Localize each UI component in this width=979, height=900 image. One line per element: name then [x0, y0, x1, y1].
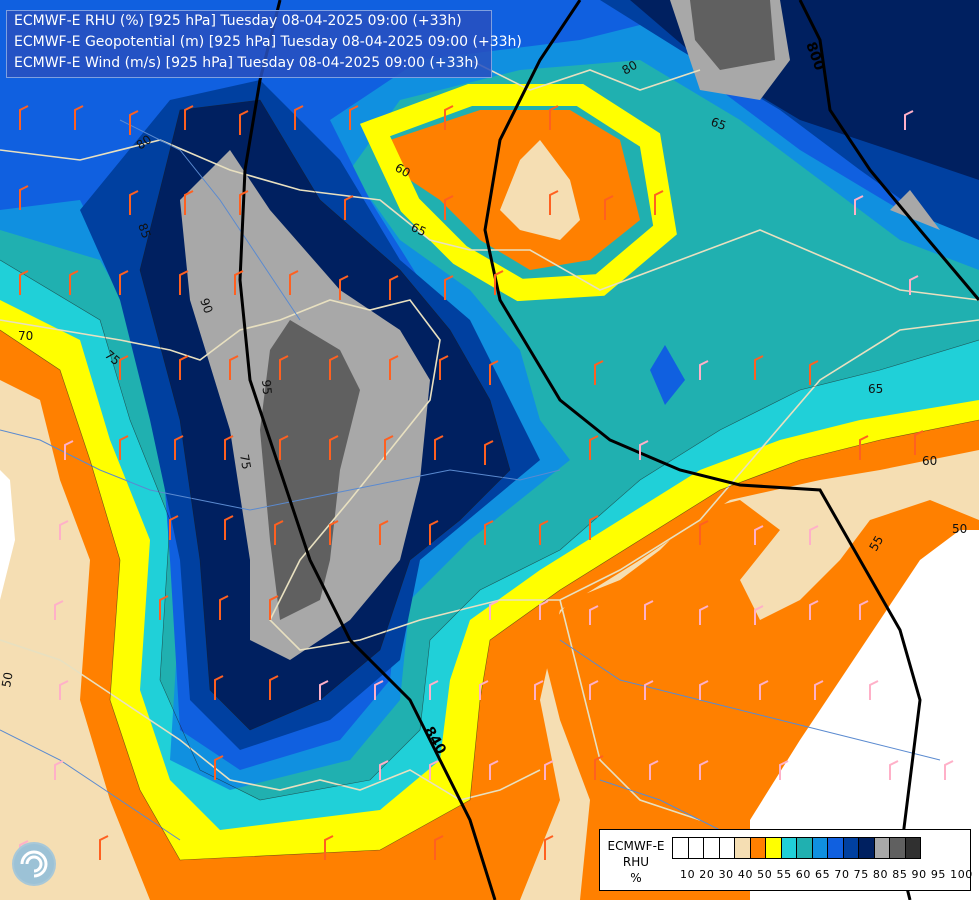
- legend-swatch: [734, 837, 751, 859]
- rhu-label: 75: [237, 453, 253, 470]
- rhu-label: 90: [197, 296, 215, 315]
- wind-barbs-strong: [19, 105, 924, 860]
- rhu-label: 50: [0, 671, 16, 688]
- country-borders: [0, 59, 979, 821]
- legend-swatches: [672, 837, 921, 859]
- title-rhu: ECMWF-E RHU (%) [925 hPa] Tuesday 08-04-…: [14, 13, 462, 29]
- rhu-white-region-west: [0, 470, 15, 600]
- rhu-label: 65: [868, 382, 883, 396]
- legend-swatch: [718, 837, 735, 859]
- rhu-label: 65: [409, 220, 429, 239]
- rhu-label: 85: [135, 221, 153, 240]
- legend-title: ECMWF-E RHU %: [604, 838, 668, 886]
- legend-swatch: [672, 837, 689, 859]
- rhu-label: 60: [393, 160, 413, 180]
- rhu-50-island: [500, 140, 580, 240]
- rhu-label: 70: [18, 329, 33, 343]
- legend-swatch: [796, 837, 813, 859]
- map-title-box: ECMWF-E RHU (%) [925 hPa] Tuesday 08-04-…: [6, 10, 522, 78]
- title-geopotential: ECMWF-E Geopotential (m) [925 hPa] Tuesd…: [14, 34, 522, 50]
- rhu-label: 55: [866, 533, 886, 553]
- geopotential-800-line: [798, 0, 979, 301]
- rhu-label: 65: [709, 115, 728, 133]
- legend-swatch: [842, 837, 859, 859]
- legend-swatch: [780, 837, 797, 859]
- geopotential-isolines: [238, 0, 979, 900]
- legend-swatch: [827, 837, 844, 859]
- legend-title-line: %: [630, 871, 642, 885]
- geopotential-840-line-east: [483, 0, 922, 900]
- rhu-contour-labels: 80 85 90 95 70 75 60 65 80 65 65 60 55 5…: [0, 58, 967, 689]
- rhu-contour-lines: [0, 99, 979, 861]
- legend-swatch: [873, 837, 890, 859]
- rhu-95-field: [180, 0, 940, 660]
- legend-tick-labels: 10 20 30 40 50 55 60 65 70 75 80 85 90 9…: [680, 868, 973, 881]
- rhu-60-ring: [359, 84, 677, 302]
- legend-swatch: [703, 837, 720, 859]
- ecmwf-logo-icon: [12, 842, 56, 886]
- legend-swatch: [889, 837, 906, 859]
- rhu-80-island: [650, 345, 685, 405]
- rhu-white-region-east: [750, 530, 979, 900]
- legend-swatch: [687, 837, 704, 859]
- rhu-label: 60: [922, 454, 937, 468]
- rhu-label: 80: [620, 58, 640, 78]
- legend-swatch: [858, 837, 875, 859]
- legend-swatch: [749, 837, 766, 859]
- rivers: [0, 119, 941, 851]
- title-wind: ECMWF-E Wind (m/s) [925 hPa] Tuesday 08-…: [14, 55, 479, 71]
- legend-swatch: [765, 837, 782, 859]
- rhu-legend: ECMWF-E RHU % 10 20 30 40 50 55 60 65 70…: [599, 829, 973, 891]
- rhu-label: 95: [259, 379, 274, 395]
- legend-title-line: RHU: [622, 855, 650, 869]
- geopotential-840-line-west: [238, 0, 497, 900]
- rhu-100-field: [260, 0, 775, 620]
- legend-swatch: [811, 837, 828, 859]
- rhu-label: 50: [952, 522, 967, 536]
- legend-title-line: ECMWF-E: [607, 839, 665, 853]
- legend-swatch: [904, 837, 921, 859]
